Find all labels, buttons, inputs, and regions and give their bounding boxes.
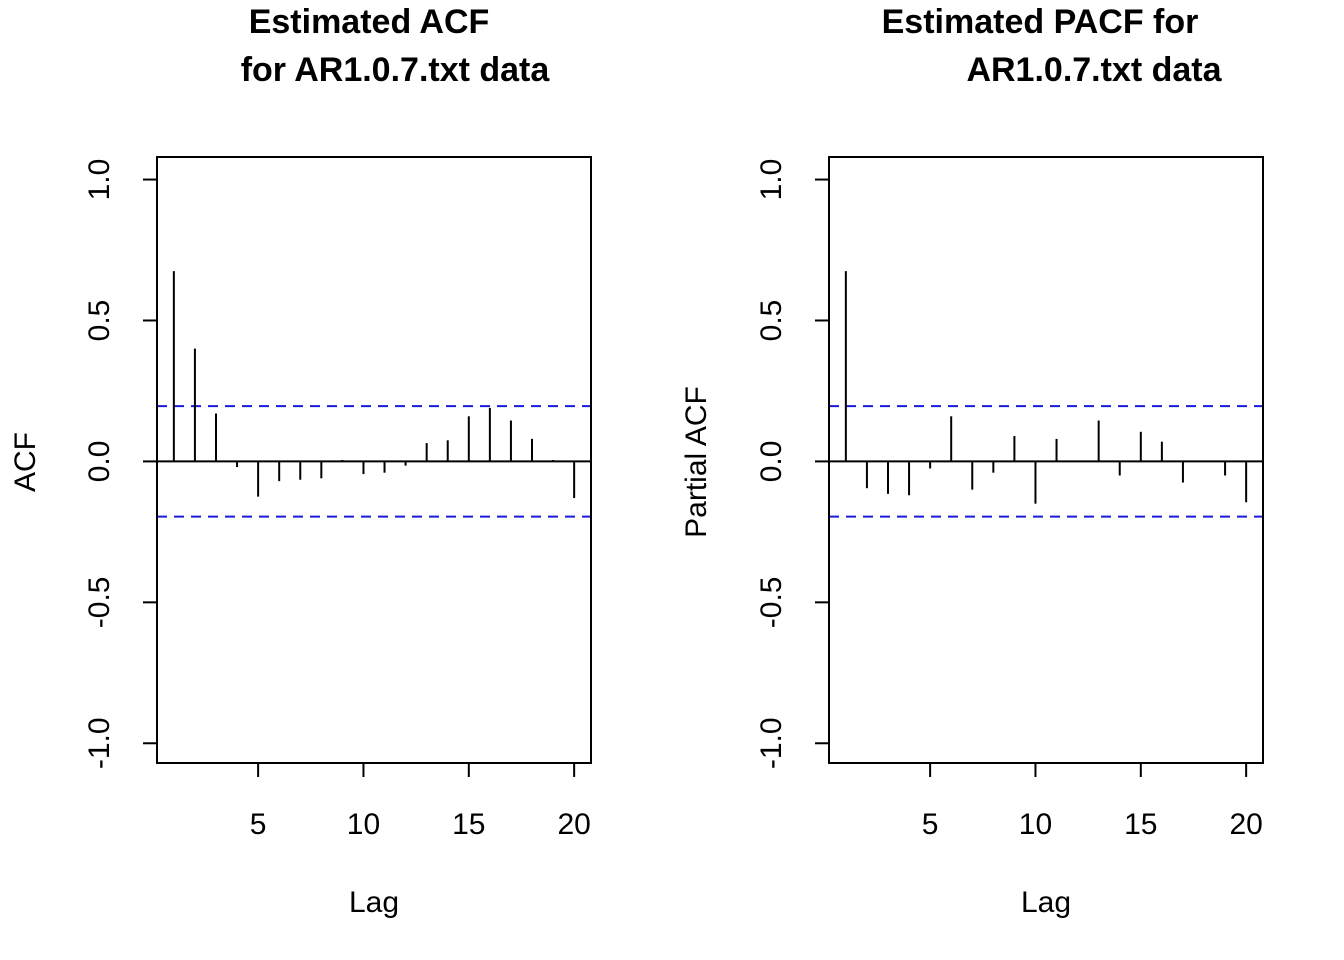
y-tick-label: -0.5 [83,576,116,628]
y-tick-label: 0.5 [755,300,788,342]
x-tick-label: 15 [1124,808,1157,841]
x-tick-label: 10 [347,808,380,841]
chart-title-line: for AR1.0.7.txt data [241,51,551,89]
y-tick-label: -0.5 [755,576,788,628]
chart-title-line: Estimated PACF for [882,3,1199,41]
y-tick-label: 1.0 [755,159,788,201]
y-tick-label: -1.0 [83,717,116,769]
plot-frame [156,156,592,764]
x-tick-label: 5 [922,808,939,841]
y-tick-label: -1.0 [755,717,788,769]
y-axis-label: Partial ACF [680,386,713,538]
pacf-panel: Estimated PACF for AR1.0.7.txt data 5 10 15 2… [680,3,1264,919]
chart-title-line: Estimated ACF [249,3,490,41]
x-tick-label: 15 [452,808,485,841]
y-axis-label: ACF [9,432,42,492]
acf-panel: Estimated ACF for AR1.0.7.txt data 5 10 15 20… [9,3,592,919]
plot-frame [828,156,1264,764]
x-tick-label: 10 [1019,808,1052,841]
x-tick-label: 20 [1229,808,1262,841]
x-tick-label: 20 [557,808,590,841]
y-tick-label: 0.0 [83,441,116,483]
chart-title-line: AR1.0.7.txt data [966,51,1222,89]
x-axis-label: Lag [1021,886,1071,919]
y-tick-label: 1.0 [83,159,116,201]
y-tick-label: 0.0 [755,441,788,483]
x-axis-label: Lag [349,886,399,919]
y-tick-label: 0.5 [83,300,116,342]
x-tick-label: 5 [250,808,267,841]
